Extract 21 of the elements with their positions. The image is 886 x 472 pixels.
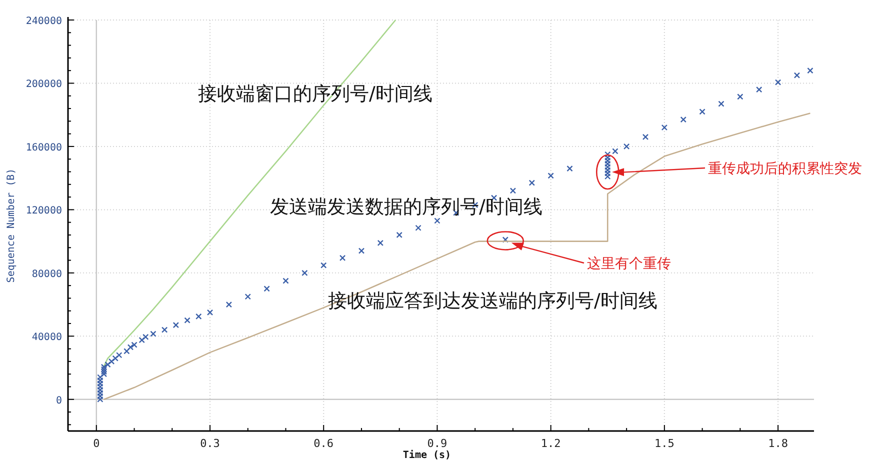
y-tick-label: 200000: [26, 79, 62, 90]
x-tick-label: 0.6: [314, 437, 334, 450]
y-tick-label: 120000: [26, 206, 62, 217]
series-label: 接收端应答到达发送端的序列号/时间线: [328, 290, 658, 312]
y-tick-label: 40000: [32, 332, 62, 344]
y-tick-label: 0: [56, 395, 62, 406]
annotation: 重传成功后的积累性突发: [708, 161, 862, 177]
x-tick-label: 1.2: [540, 437, 561, 450]
x-tick-label: 1.5: [654, 437, 674, 450]
x-tick-label: 0.9: [427, 437, 448, 450]
y-tick-label: 80000: [32, 268, 62, 280]
x-tick-label: 0: [93, 437, 100, 450]
x-tick-label: 0.3: [200, 437, 220, 450]
series-label: 发送端发送数据的序列号/时间线: [270, 196, 542, 218]
x-tick-label: 1.8: [768, 437, 788, 450]
x-axis-title: Time (s): [402, 449, 452, 461]
annotation: 这里有个重传: [587, 256, 671, 272]
y-tick-label: 160000: [26, 142, 62, 154]
series-label: 接收端窗口的序列号/时间线: [198, 83, 432, 105]
y-tick-label: 240000: [26, 16, 62, 27]
y-axis-title: Sequence Number (B): [6, 168, 17, 283]
